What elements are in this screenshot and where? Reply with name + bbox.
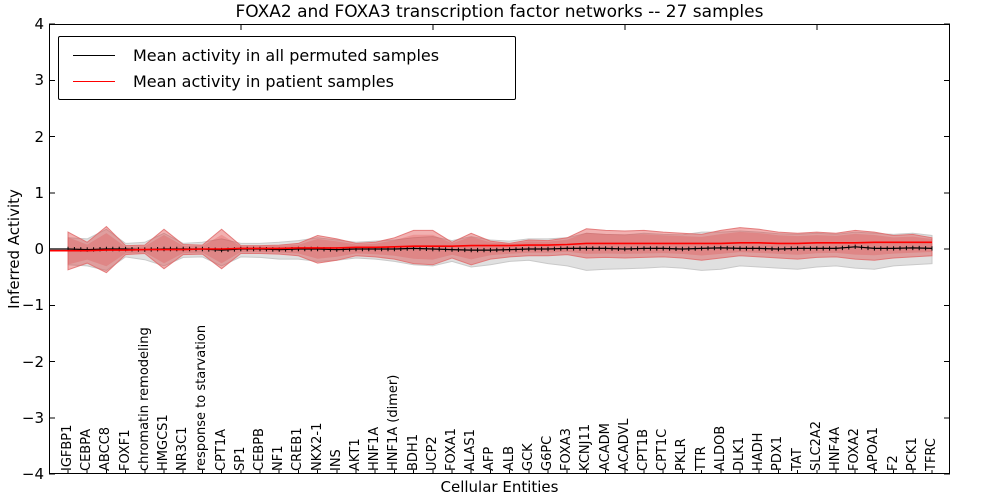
x-tick-label: PDX1 xyxy=(770,435,786,471)
y-tick-label: −1 xyxy=(21,296,44,315)
x-tick-label: GCK xyxy=(520,443,536,471)
x-tick-label: TFRC xyxy=(924,438,939,471)
x-tick-label: KCNJ11 xyxy=(578,424,594,471)
x-tick-label: ACADM xyxy=(597,423,613,471)
x-tick-label: TAT xyxy=(789,448,805,471)
x-tick-label: CPT1A xyxy=(213,428,229,471)
x-tick-label: HNF1A xyxy=(367,426,383,471)
x-tick-label: ABCC8 xyxy=(98,426,114,471)
legend: Mean activity in all permuted samples Me… xyxy=(58,36,516,100)
x-tick-label: NF1 xyxy=(271,445,287,471)
y-tick-label: 3 xyxy=(34,71,44,90)
x-tick-label: UCP2 xyxy=(424,436,440,471)
x-tick-label: SP1 xyxy=(232,446,248,471)
x-tick-label: F2 xyxy=(885,455,901,471)
x-tick-label: AFP xyxy=(482,446,498,471)
x-tick-label: response to starvation xyxy=(194,324,210,471)
x-tick-label: HADH xyxy=(751,432,767,471)
chart-title: FOXA2 and FOXA3 transcription factor net… xyxy=(235,2,764,22)
x-tick-label: ALB xyxy=(501,445,517,471)
x-tick-label: ALAS1 xyxy=(463,429,479,471)
legend-label-permuted: Mean activity in all permuted samples xyxy=(133,45,440,65)
x-tick-label: CPT1C xyxy=(655,428,671,471)
x-tick-label: AKT1 xyxy=(348,438,363,471)
x-tick-label: TTR xyxy=(693,446,709,471)
x-tick-label: HMGCS1 xyxy=(156,414,171,471)
y-tick-label: −4 xyxy=(21,465,44,483)
x-tick-label: chromatin remodeling xyxy=(136,327,152,471)
x-tick-label: CPT1B xyxy=(636,428,651,471)
x-tick-label: CEBPA xyxy=(79,428,95,471)
x-tick-label: IGFBP1 xyxy=(60,424,75,471)
x-tick-label: HNF1A (dimer) xyxy=(386,374,402,471)
x-tick-label: HNF4A xyxy=(828,426,843,471)
y-tick-label: −2 xyxy=(21,352,44,371)
y-tick-label: −3 xyxy=(21,408,44,427)
x-tick-label: NR3C1 xyxy=(175,426,191,471)
x-tick-label: PKLR xyxy=(674,438,690,471)
x-tick-label: FOXF1 xyxy=(117,429,133,471)
x-tick-label: NKX2-1 xyxy=(309,422,325,471)
y-tick-label: 0 xyxy=(34,240,44,258)
x-tick-label: PCK1 xyxy=(904,437,920,471)
x-tick-label: FOXA1 xyxy=(444,428,459,471)
x-tick-label: INS xyxy=(328,449,344,471)
y-tick-label: 4 xyxy=(34,15,44,33)
x-tick-label: DLK1 xyxy=(732,436,747,471)
x-tick-label: APOA1 xyxy=(866,427,882,471)
axis-ticks xyxy=(49,23,950,475)
patient-mean-line xyxy=(50,241,932,252)
legend-label-patient: Mean activity in patient samples xyxy=(133,71,394,91)
x-tick-label: FOXA2 xyxy=(847,428,863,471)
x-tick-label: CEBPB xyxy=(252,428,267,471)
patient-band-inner xyxy=(68,231,932,267)
x-tick-label: FOXA3 xyxy=(559,428,575,471)
legend-red-line-icon xyxy=(73,80,115,82)
x-tick-label: ALDOB xyxy=(712,425,728,471)
legend-item-patient: Mean activity in patient samples xyxy=(73,68,515,94)
y-tick-label: 2 xyxy=(34,127,44,146)
y-tick-label: 1 xyxy=(34,183,44,202)
x-tick-label: SLC2A2 xyxy=(808,420,824,471)
x-tick-label: CREB1 xyxy=(290,427,306,471)
legend-item-permuted: Mean activity in all permuted samples xyxy=(73,42,515,68)
x-tick-label: G6PC xyxy=(540,435,555,471)
legend-black-line-icon xyxy=(73,54,115,56)
x-axis-label: Cellular Entities xyxy=(440,478,559,496)
x-tick-label: BDH1 xyxy=(405,434,421,471)
x-tick-label: ACADVL xyxy=(616,418,632,471)
